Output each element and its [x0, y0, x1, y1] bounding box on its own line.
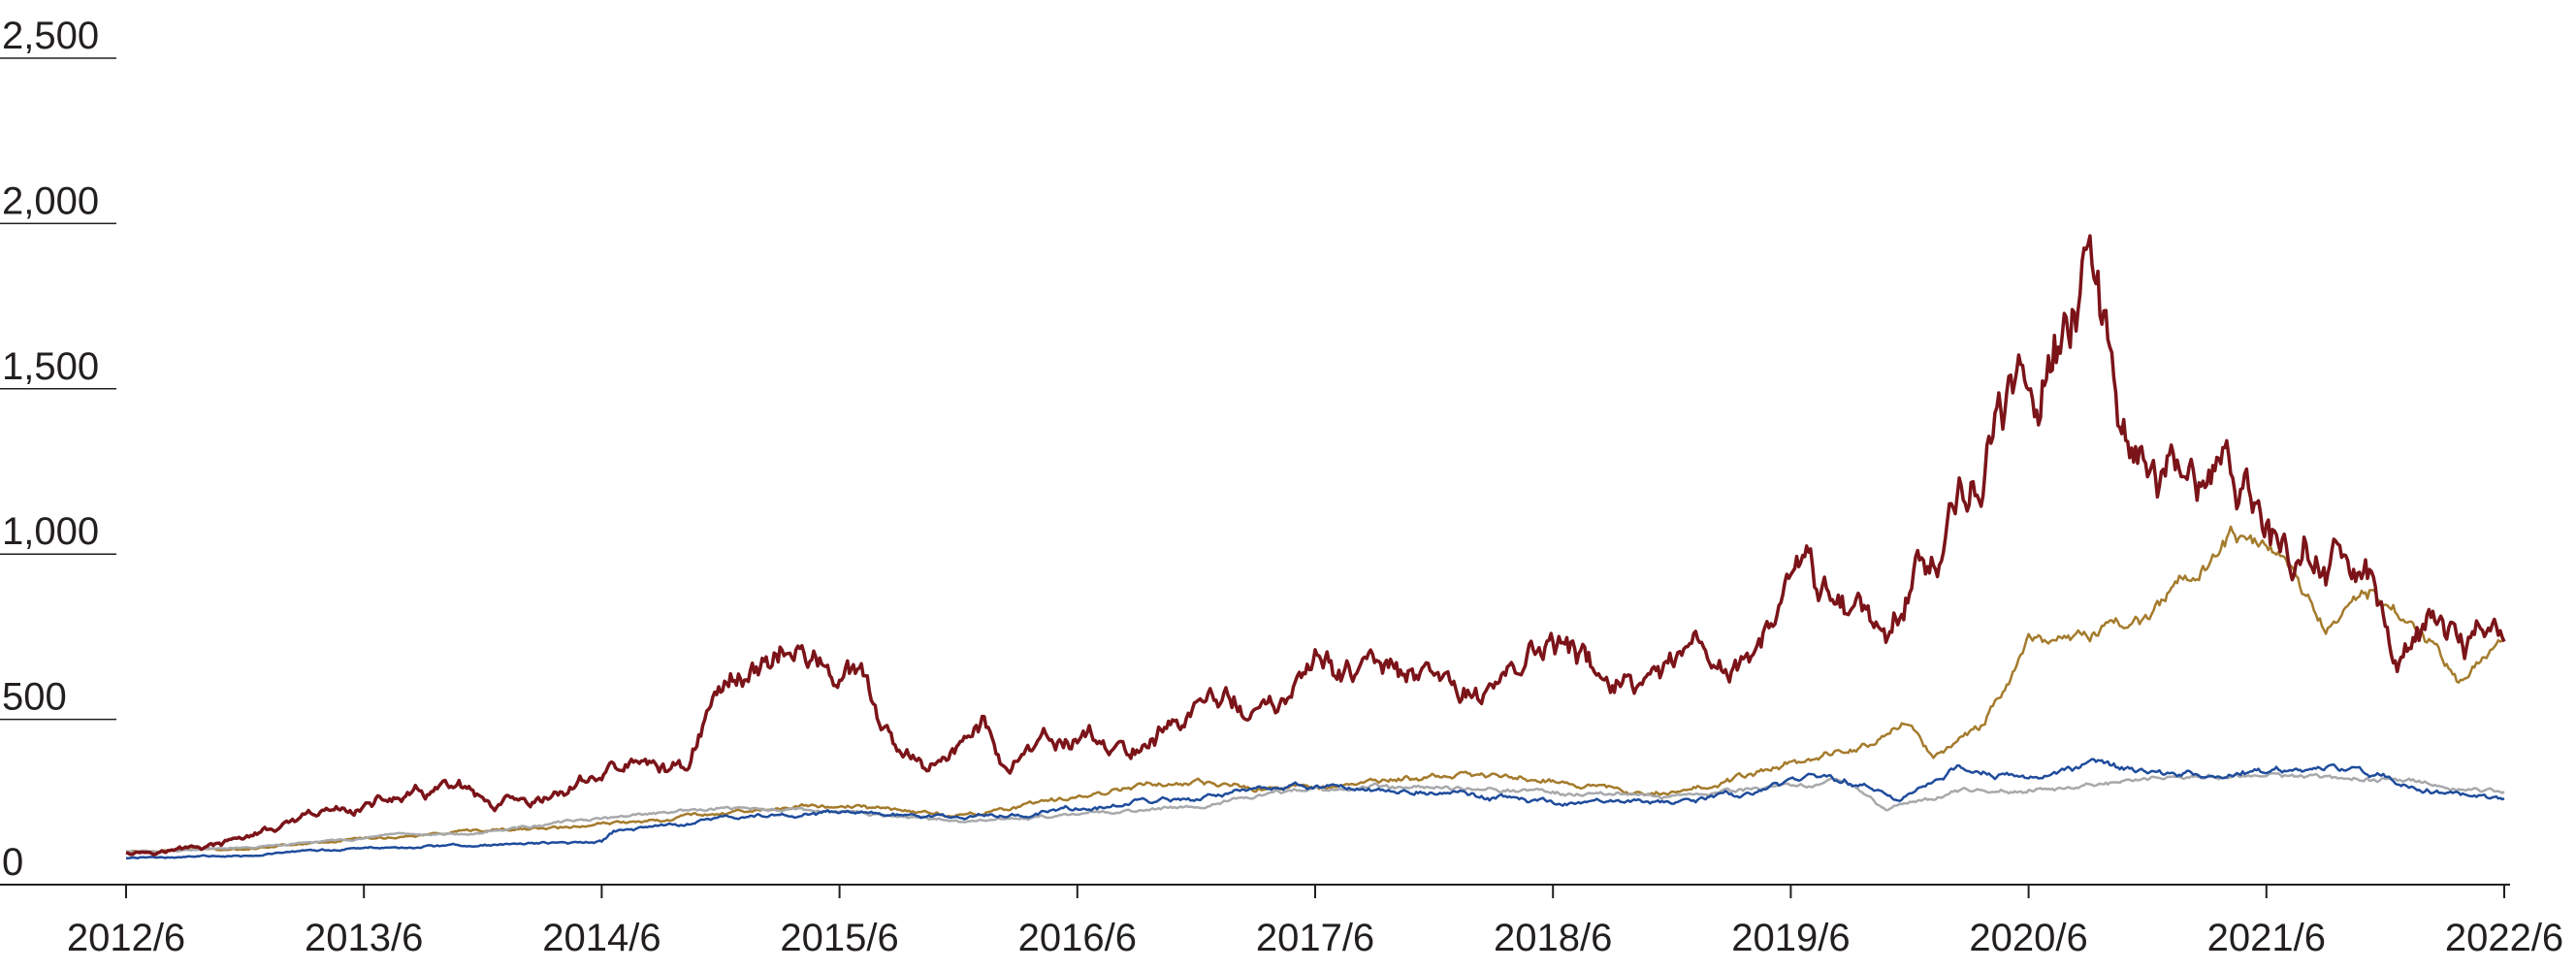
x-tick-label: 2019/6: [1731, 917, 1850, 959]
x-tick-label: 2016/6: [1018, 917, 1137, 959]
x-tick-label: 2022/6: [2445, 917, 2563, 959]
series-2-line: [125, 525, 2505, 854]
y-tick-label: 1,500: [2, 345, 99, 388]
x-tick-label: 2020/6: [1969, 917, 2087, 959]
series-4-line: [125, 758, 2505, 860]
y-tick-label: 500: [2, 676, 67, 719]
y-tick-label: 1,000: [2, 510, 99, 553]
y-tick-label: 2,500: [2, 15, 99, 57]
x-tick-label: 2012/6: [67, 917, 185, 959]
x-tick-label: 2018/6: [1494, 917, 1612, 959]
plot-area: [125, 234, 2506, 860]
y-tick-label: 0: [2, 841, 23, 884]
x-tick-label: 2014/6: [542, 917, 660, 959]
y-tick-label: 2,000: [2, 179, 99, 222]
x-axis: 2012/6 2013/6 2014/6 2015/6 2016/6 2017/6 2018…: [0, 884, 2563, 959]
x-tick-label: 2021/6: [2207, 917, 2326, 959]
series-1-line: [125, 234, 2506, 857]
x-tick-label: 2013/6: [305, 917, 423, 959]
x-tick-label: 2015/6: [780, 917, 898, 959]
x-tick-label: 2017/6: [1256, 917, 1374, 959]
y-axis: 0 500 1,000 1,500 2,000 2,500: [0, 15, 116, 884]
